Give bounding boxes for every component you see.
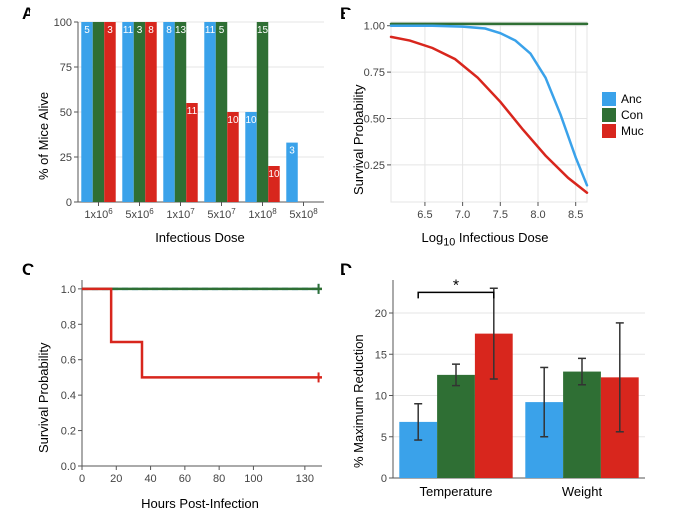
panel-a-x-title: Infectious Dose [80,230,320,245]
svg-text:5: 5 [219,25,225,36]
svg-text:7.5: 7.5 [493,209,508,221]
panel-c-y-title: Survival Probability [36,342,51,453]
panel-b-x-title: Log10 Infectious Dose [385,230,585,249]
svg-text:5x107: 5x107 [207,207,236,222]
svg-text:60: 60 [179,473,191,485]
svg-text:50: 50 [60,107,72,119]
svg-text:5: 5 [84,25,90,36]
legend-swatch-con [602,108,616,122]
svg-text:0.6: 0.6 [61,355,76,367]
svg-text:5: 5 [381,432,387,444]
legend-label-muc: Muc [621,124,644,138]
svg-text:25: 25 [60,152,72,164]
svg-text:0.25: 0.25 [364,160,385,172]
svg-text:10: 10 [375,391,387,403]
svg-text:0: 0 [79,473,85,485]
svg-text:75: 75 [60,62,72,74]
svg-text:11: 11 [205,25,216,36]
panel-b-svg: 0.25 0.50 0.75 1.00 6.5 7.0 7.5 8.0 8.5 [345,10,595,250]
svg-text:0.0: 0.0 [61,461,76,473]
panel-c-x-title: Hours Post-Infection [80,496,320,511]
legend-item-con: Con [602,108,644,122]
svg-text:8.0: 8.0 [530,209,545,221]
legend-swatch-anc [602,92,616,106]
svg-text:1x108: 1x108 [248,207,277,222]
svg-text:3: 3 [289,146,295,157]
svg-text:0.4: 0.4 [61,390,76,402]
legend-label-anc: Anc [621,92,642,106]
svg-text:1x107: 1x107 [166,207,195,222]
svg-text:15: 15 [257,25,269,36]
svg-text:10: 10 [268,169,280,180]
svg-text:0: 0 [381,473,387,485]
svg-text:80: 80 [213,473,225,485]
panel-d-y-title: % Maximum Reduction [351,334,366,468]
panel-b-y-title: Survival Probability [351,84,366,195]
svg-text:*: * [453,277,459,294]
svg-text:0.2: 0.2 [61,426,76,438]
panel-d-svg: 0 5 10 15 20 Temperature Weight * [345,268,655,518]
svg-text:0: 0 [66,197,72,209]
svg-text:5x108: 5x108 [289,207,318,222]
svg-text:8: 8 [148,25,154,36]
svg-text:1.00: 1.00 [364,21,385,33]
svg-text:40: 40 [144,473,156,485]
panel-b: Survival Probability 0.25 0.50 0.75 1.00 6.5… [345,10,595,250]
panel-a-y-title: % of Mice Alive [36,92,51,180]
svg-text:0.50: 0.50 [364,113,385,125]
legend-label-con: Con [621,108,643,122]
svg-text:20: 20 [375,308,387,320]
svg-text:8.5: 8.5 [568,209,583,221]
svg-text:5x106: 5x106 [125,207,154,222]
svg-text:13: 13 [175,25,187,36]
svg-text:7.0: 7.0 [455,209,470,221]
svg-text:15: 15 [375,349,387,361]
legend: Anc Con Muc [602,92,644,140]
svg-text:1.0: 1.0 [61,284,76,296]
svg-text:0.8: 0.8 [61,319,76,331]
svg-text:130: 130 [296,473,314,485]
svg-text:8: 8 [166,25,172,36]
figure: A B C D % of Mice Alive 02550751001x1065… [0,0,681,530]
panel-d: % Maximum Reduction 0 5 10 15 20 Temperature W… [345,268,655,518]
panel-c-svg: 0.0 0.2 0.4 0.6 0.8 1.0 0 20 40 60 80 100 130 [30,268,330,518]
svg-text:20: 20 [110,473,122,485]
svg-text:1x106: 1x106 [84,207,113,222]
legend-item-muc: Muc [602,124,644,138]
legend-item-anc: Anc [602,92,644,106]
legend-swatch-muc [602,124,616,138]
svg-text:100: 100 [54,17,72,29]
panel-c: Survival Probability 0.00.20.40.60.81.00… [30,268,330,518]
svg-text:Weight: Weight [562,484,603,499]
svg-text:6.5: 6.5 [417,209,432,221]
svg-text:3: 3 [137,25,143,36]
svg-text:10: 10 [245,115,257,126]
svg-text:3: 3 [107,25,113,36]
svg-text:0.75: 0.75 [364,67,385,79]
panel-a: % of Mice Alive 02550751001x106535x10611… [30,10,330,250]
svg-text:11: 11 [123,25,134,36]
panel-a-svg: 02550751001x106535x10611381x107813115x10… [30,10,330,250]
svg-text:100: 100 [244,473,262,485]
svg-text:Temperature: Temperature [420,484,493,499]
svg-text:10: 10 [227,115,239,126]
svg-text:11: 11 [187,106,198,117]
